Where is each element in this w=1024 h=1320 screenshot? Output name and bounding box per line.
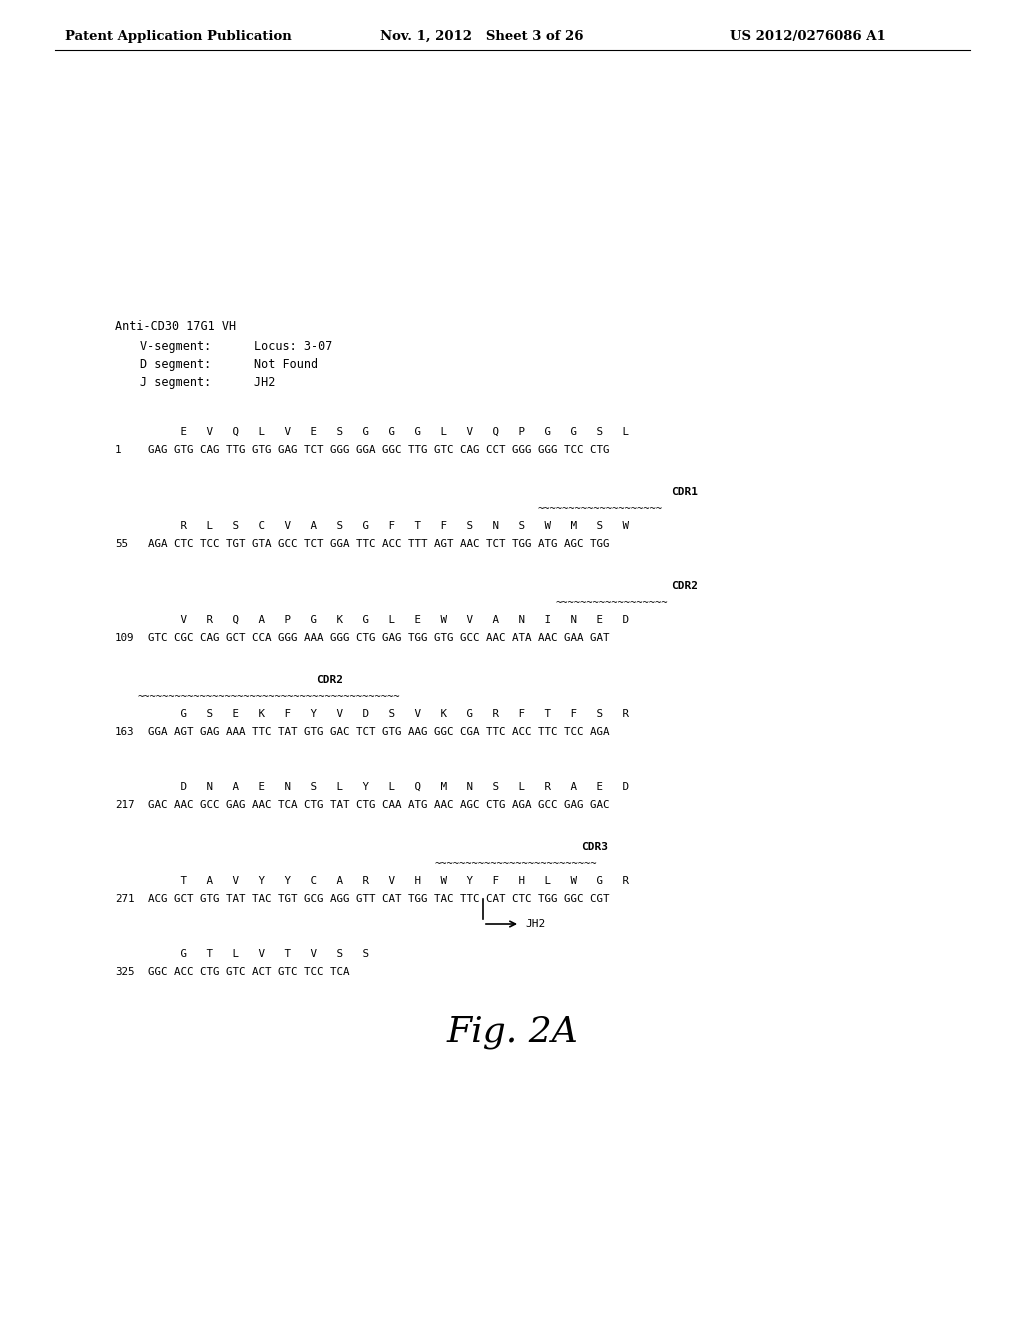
Text: GGC ACC CTG GTC ACT GTC TCC TCA: GGC ACC CTG GTC ACT GTC TCC TCA [148, 968, 349, 977]
Text: D segment:      Not Found: D segment: Not Found [140, 358, 318, 371]
Text: Nov. 1, 2012   Sheet 3 of 26: Nov. 1, 2012 Sheet 3 of 26 [380, 30, 584, 44]
Text: CDR3: CDR3 [582, 842, 608, 851]
Text: 325: 325 [115, 968, 134, 977]
Text: JH2: JH2 [525, 919, 545, 929]
Text: AGA CTC TCC TGT GTA GCC TCT GGA TTC ACC TTT AGT AAC TCT TGG ATG AGC TGG: AGA CTC TCC TGT GTA GCC TCT GGA TTC ACC … [148, 539, 609, 549]
Text: G   T   L   V   T   V   S   S: G T L V T V S S [148, 949, 369, 960]
Text: Patent Application Publication: Patent Application Publication [65, 30, 292, 44]
Text: GGA AGT GAG AAA TTC TAT GTG GAC TCT GTG AAG GGC CGA TTC ACC TTC TCC AGA: GGA AGT GAG AAA TTC TAT GTG GAC TCT GTG … [148, 727, 609, 737]
Text: ~~~~~~~~~~~~~~~~~~~~: ~~~~~~~~~~~~~~~~~~~~ [538, 504, 663, 513]
Text: G   S   E   K   F   Y   V   D   S   V   K   G   R   F   T   F   S   R: G S E K F Y V D S V K G R F T F S R [148, 709, 629, 719]
Text: ~~~~~~~~~~~~~~~~~~~~~~~~~~: ~~~~~~~~~~~~~~~~~~~~~~~~~~ [435, 859, 597, 869]
Text: 163: 163 [115, 727, 134, 737]
Text: J segment:      JH2: J segment: JH2 [140, 376, 275, 389]
Text: 217: 217 [115, 800, 134, 810]
Text: CDR2: CDR2 [316, 675, 343, 685]
Text: 109: 109 [115, 634, 134, 643]
Text: GTC CGC CAG GCT CCA GGG AAA GGG CTG GAG TGG GTG GCC AAC ATA AAC GAA GAT: GTC CGC CAG GCT CCA GGG AAA GGG CTG GAG … [148, 634, 609, 643]
Text: D   N   A   E   N   S   L   Y   L   Q   M   N   S   L   R   A   E   D: D N A E N S L Y L Q M N S L R A E D [148, 781, 629, 792]
Text: CDR2: CDR2 [672, 581, 698, 591]
Text: Anti-CD30 17G1 VH: Anti-CD30 17G1 VH [115, 319, 237, 333]
Text: V-segment:      Locus: 3-07: V-segment: Locus: 3-07 [140, 341, 333, 352]
Text: Fig. 2A: Fig. 2A [446, 1015, 578, 1049]
Text: 55: 55 [115, 539, 128, 549]
Text: T   A   V   Y   Y   C   A   R   V   H   W   Y   F   H   L   W   G   R: T A V Y Y C A R V H W Y F H L W G R [148, 876, 629, 886]
Text: E   V   Q   L   V   E   S   G   G   G   L   V   Q   P   G   G   S   L: E V Q L V E S G G G L V Q P G G S L [148, 426, 629, 437]
Text: US 2012/0276086 A1: US 2012/0276086 A1 [730, 30, 886, 44]
Text: ~~~~~~~~~~~~~~~~~~: ~~~~~~~~~~~~~~~~~~ [555, 598, 668, 609]
Text: V   R   Q   A   P   G   K   G   L   E   W   V   A   N   I   N   E   D: V R Q A P G K G L E W V A N I N E D [148, 615, 629, 624]
Text: 271: 271 [115, 894, 134, 904]
Text: ~~~~~~~~~~~~~~~~~~~~~~~~~~~~~~~~~~~~~~~~~~: ~~~~~~~~~~~~~~~~~~~~~~~~~~~~~~~~~~~~~~~~… [138, 692, 400, 702]
Text: GAC AAC GCC GAG AAC TCA CTG TAT CTG CAA ATG AAC AGC CTG AGA GCC GAG GAC: GAC AAC GCC GAG AAC TCA CTG TAT CTG CAA … [148, 800, 609, 810]
Text: R   L   S   C   V   A   S   G   F   T   F   S   N   S   W   M   S   W: R L S C V A S G F T F S N S W M S W [148, 521, 629, 531]
Text: CDR1: CDR1 [672, 487, 698, 498]
Text: ACG GCT GTG TAT TAC TGT GCG AGG GTT CAT TGG TAC TTC CAT CTC TGG GGC CGT: ACG GCT GTG TAT TAC TGT GCG AGG GTT CAT … [148, 894, 609, 904]
Text: 1: 1 [115, 445, 122, 455]
Text: GAG GTG CAG TTG GTG GAG TCT GGG GGA GGC TTG GTC CAG CCT GGG GGG TCC CTG: GAG GTG CAG TTG GTG GAG TCT GGG GGA GGC … [148, 445, 609, 455]
